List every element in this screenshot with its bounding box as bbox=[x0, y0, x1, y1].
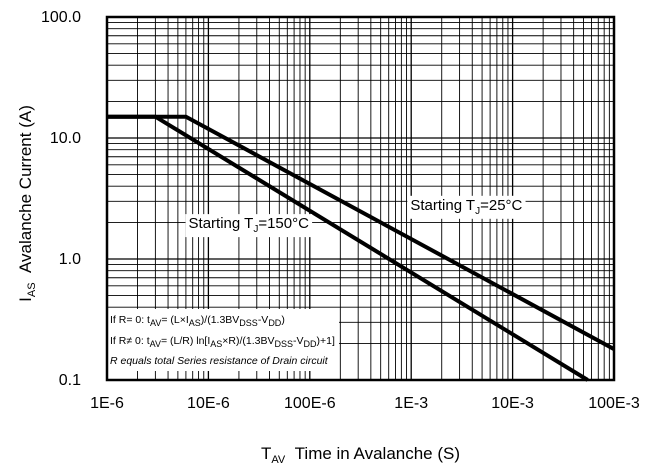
y-tick-label: 10.0 bbox=[50, 130, 81, 147]
y-axis-title: IAS Avalanche Current (A) bbox=[16, 105, 38, 302]
x-tick-label: 1E-3 bbox=[394, 395, 428, 412]
y-tick-label: 1.0 bbox=[59, 251, 81, 268]
x-tick-label: 10E-6 bbox=[187, 395, 230, 412]
plot-frame bbox=[105, 15, 616, 382]
series-label-150c: Starting TJ=150°C bbox=[185, 214, 313, 238]
x-tick-label: 10E-3 bbox=[491, 395, 534, 412]
formula-box: If R= 0: tAV= (L×IAS)/(1.3BVDSS-VDD) If R… bbox=[108, 309, 339, 371]
y-tick-label: 0.1 bbox=[59, 372, 81, 389]
x-tick-label: 1E-6 bbox=[90, 395, 124, 412]
formula-line-1: If R= 0: tAV= (L×IAS)/(1.3BVDSS-VDD) bbox=[110, 314, 285, 328]
formula-line-2: If R≠ 0: tAV= (L/R) ln[IAS×R)/(1.3BVDSS-… bbox=[110, 335, 335, 349]
series-label-25c: Starting TJ=25°C bbox=[407, 195, 526, 219]
series-label-background bbox=[185, 214, 313, 238]
y-tick-label: 100.0 bbox=[41, 9, 81, 26]
formula-box-background bbox=[108, 309, 339, 371]
series-line-150c bbox=[107, 114, 589, 382]
tick-labels: 1E-6 10E-6 100E-6 1E-3 10E-3 100E-3 0.1 1.0 10.0… bbox=[41, 9, 640, 412]
x-tick-label: 100E-3 bbox=[588, 395, 640, 412]
formula-line-3: R equals total Series resistance of Drai… bbox=[110, 355, 329, 367]
x-tick-label: 100E-6 bbox=[284, 395, 336, 412]
series-label-text: Starting TJ=25°C bbox=[410, 197, 522, 217]
x-axis-title: TAV Time in Avalanche (S) bbox=[261, 444, 460, 466]
series-labels: Starting TJ=25°C Starting TJ=150°C bbox=[185, 195, 526, 238]
series-label-background bbox=[407, 195, 526, 219]
series-lines bbox=[107, 114, 615, 382]
series-label-text: Starting TJ=150°C bbox=[189, 215, 310, 235]
